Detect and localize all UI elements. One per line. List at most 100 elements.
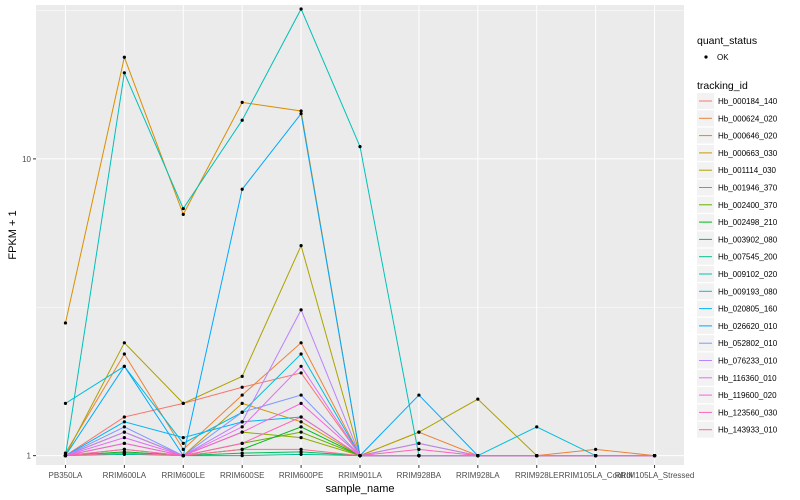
legend-key-point bbox=[704, 55, 708, 59]
data-point bbox=[299, 364, 303, 368]
data-point bbox=[299, 371, 303, 375]
data-point bbox=[240, 430, 244, 434]
data-point bbox=[299, 450, 303, 454]
x-axis-title: sample_name bbox=[325, 483, 394, 495]
data-point bbox=[299, 7, 303, 11]
legend-label-tracking-id: Hb_002498_210 bbox=[718, 218, 778, 227]
data-point bbox=[122, 364, 126, 368]
data-point bbox=[417, 430, 421, 434]
data-point bbox=[535, 454, 539, 458]
data-point bbox=[240, 454, 244, 458]
legend-label-tracking-id: Hb_000184_140 bbox=[718, 97, 778, 106]
data-point bbox=[358, 144, 362, 149]
legend-label-tracking-id: Hb_143933_010 bbox=[718, 426, 778, 435]
data-point bbox=[122, 71, 126, 75]
data-point bbox=[122, 55, 126, 59]
data-point bbox=[181, 447, 185, 451]
legend-label-tracking-id: Hb_007545_200 bbox=[718, 253, 778, 262]
data-point bbox=[240, 410, 244, 414]
data-point bbox=[476, 397, 480, 401]
legend: quant_status OK tracking_id Hb_000184_14… bbox=[697, 35, 778, 438]
data-point bbox=[476, 454, 480, 458]
data-point bbox=[240, 441, 244, 445]
data-point bbox=[240, 420, 244, 424]
data-point bbox=[181, 401, 185, 405]
data-point bbox=[240, 447, 244, 451]
data-point bbox=[181, 454, 185, 458]
legend-label-tracking-id: Hb_000663_030 bbox=[718, 149, 778, 158]
y-tick-label: 10 bbox=[22, 155, 31, 164]
data-point bbox=[240, 118, 244, 122]
data-point bbox=[63, 451, 68, 455]
x-tick-label: RRIM600PE bbox=[279, 471, 323, 480]
data-point bbox=[122, 447, 126, 451]
data-point bbox=[122, 352, 126, 356]
data-point bbox=[240, 385, 244, 389]
legend-label-tracking-id: Hb_116360_010 bbox=[718, 374, 777, 383]
legend-label-tracking-id: Hb_000624_020 bbox=[718, 114, 778, 123]
legend-label-tracking-id: Hb_000646_020 bbox=[718, 132, 778, 141]
data-point bbox=[299, 447, 303, 451]
legend-label-tracking-id: Hb_076233_010 bbox=[718, 357, 778, 366]
data-point bbox=[181, 436, 185, 440]
data-point bbox=[122, 436, 126, 440]
y-axis-title: FPKM + 1 bbox=[7, 210, 19, 259]
legend-label-tracking-id: Hb_020805_160 bbox=[718, 305, 778, 314]
data-point bbox=[652, 454, 657, 458]
legend-title-tracking-id: tracking_id bbox=[697, 80, 748, 92]
y-axis: 1 10 bbox=[22, 155, 36, 461]
data-point bbox=[122, 451, 126, 455]
x-tick-label: RRIM928LA bbox=[456, 471, 500, 480]
data-point bbox=[358, 454, 362, 458]
x-tick-label: RRIM105LA_Control bbox=[559, 471, 633, 480]
x-tick-label: RRIM600LE bbox=[161, 471, 205, 480]
legend-label-tracking-id: Hb_123560_030 bbox=[718, 408, 778, 417]
data-point bbox=[240, 374, 244, 378]
data-point bbox=[63, 321, 68, 325]
legend-label-tracking-id: Hb_001946_370 bbox=[718, 184, 778, 193]
data-point bbox=[299, 430, 303, 434]
data-point bbox=[417, 441, 421, 445]
legend-label-tracking-id: Hb_119600_020 bbox=[718, 391, 777, 400]
x-tick-label: RRIM928LE bbox=[515, 471, 559, 480]
data-point bbox=[299, 244, 303, 248]
legend-label-tracking-id: Hb_009193_080 bbox=[718, 287, 778, 296]
data-point bbox=[417, 447, 421, 451]
data-point bbox=[299, 393, 303, 397]
x-axis: PB350LA RRIM600LA RRIM600LE RRIM600SE RRIM60… bbox=[49, 465, 694, 480]
data-point bbox=[299, 112, 303, 116]
data-point bbox=[594, 447, 598, 451]
legend-title-quant-status: quant_status bbox=[697, 35, 757, 47]
data-point bbox=[299, 341, 303, 345]
data-point bbox=[181, 441, 185, 445]
legend-label-quant-status: OK bbox=[717, 53, 729, 62]
legend-label-tracking-id: Hb_052802_010 bbox=[718, 339, 778, 348]
data-point bbox=[122, 430, 126, 434]
x-tick-label: RRIM928BA bbox=[397, 471, 442, 480]
data-point bbox=[299, 420, 303, 424]
data-point bbox=[417, 393, 421, 397]
x-tick-label: RRIM600SE bbox=[220, 471, 264, 480]
x-tick-label: RRIM600LA bbox=[103, 471, 147, 480]
legend-label-tracking-id: Hb_002400_370 bbox=[718, 201, 778, 210]
data-point bbox=[299, 452, 303, 456]
data-point bbox=[63, 454, 68, 458]
legend-label-tracking-id: Hb_009102_020 bbox=[718, 270, 778, 279]
data-point bbox=[299, 308, 303, 312]
data-point bbox=[122, 441, 126, 445]
data-point bbox=[299, 415, 303, 419]
data-point bbox=[535, 425, 539, 429]
data-point bbox=[299, 109, 303, 113]
data-point bbox=[63, 401, 68, 405]
data-point bbox=[594, 454, 598, 458]
legend-label-tracking-id: Hb_003902_080 bbox=[718, 235, 778, 244]
data-point bbox=[417, 454, 421, 458]
data-point bbox=[122, 420, 126, 424]
data-point bbox=[240, 401, 244, 405]
data-point bbox=[299, 425, 303, 429]
data-point bbox=[240, 100, 244, 104]
data-point bbox=[299, 352, 303, 356]
data-point bbox=[240, 451, 244, 455]
data-point bbox=[240, 187, 244, 191]
